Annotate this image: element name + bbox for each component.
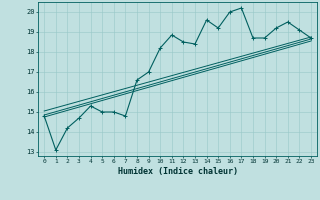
X-axis label: Humidex (Indice chaleur): Humidex (Indice chaleur) (118, 167, 238, 176)
